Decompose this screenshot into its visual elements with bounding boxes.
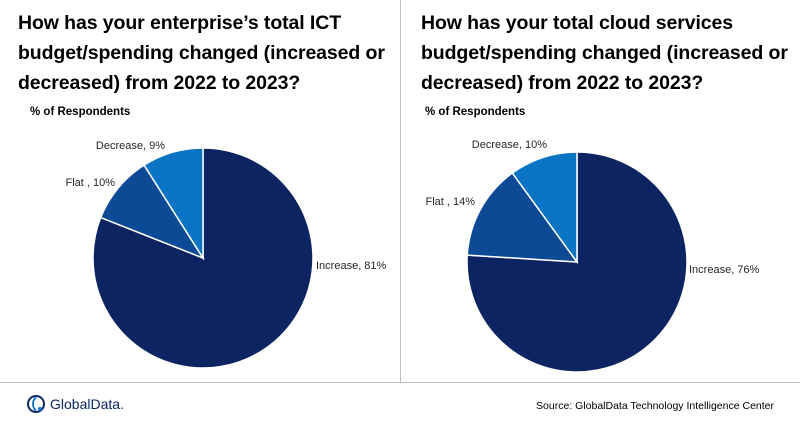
pie-slice-decrease xyxy=(511,151,578,265)
logo-text: GlobalData. xyxy=(50,396,124,412)
pie-chart-cloud: Increase, 76% Flat , 14% Decrease, 10% xyxy=(425,139,760,373)
chart-panel-ict: How has your enterprise’s total ICT budg… xyxy=(0,0,400,380)
panel-divider-vertical xyxy=(400,0,401,382)
chart-title: How has your enterprise’s total ICT budg… xyxy=(18,12,385,94)
chart-subtitle: % of Respondents xyxy=(425,106,526,118)
footer-divider xyxy=(0,382,800,383)
globaldata-logo-icon xyxy=(27,395,45,413)
chart-panel-cloud: How has your total cloud services budget… xyxy=(401,0,800,380)
globaldata-logo: GlobalData. xyxy=(26,394,124,414)
chart-title: How has your total cloud services budget… xyxy=(421,12,788,94)
pie-label-flat: Flat , 14% xyxy=(425,196,475,208)
source-note: Source: GlobalData Technology Intelligen… xyxy=(536,400,774,412)
pie-label-increase: Increase, 81% xyxy=(316,260,387,272)
pie-label-decrease: Decrease, 10% xyxy=(472,139,547,151)
pie-label-increase: Increase, 76% xyxy=(689,264,760,276)
pie-label-flat: Flat , 10% xyxy=(65,177,115,189)
pie-chart-ict: Increase, 81% Flat , 10% Decrease, 9% xyxy=(65,140,387,369)
chart-subtitle: % of Respondents xyxy=(30,106,131,118)
pie-slice-decrease xyxy=(143,147,204,261)
pie-slice-flat xyxy=(466,171,579,263)
pie-label-decrease: Decrease, 9% xyxy=(96,140,165,152)
